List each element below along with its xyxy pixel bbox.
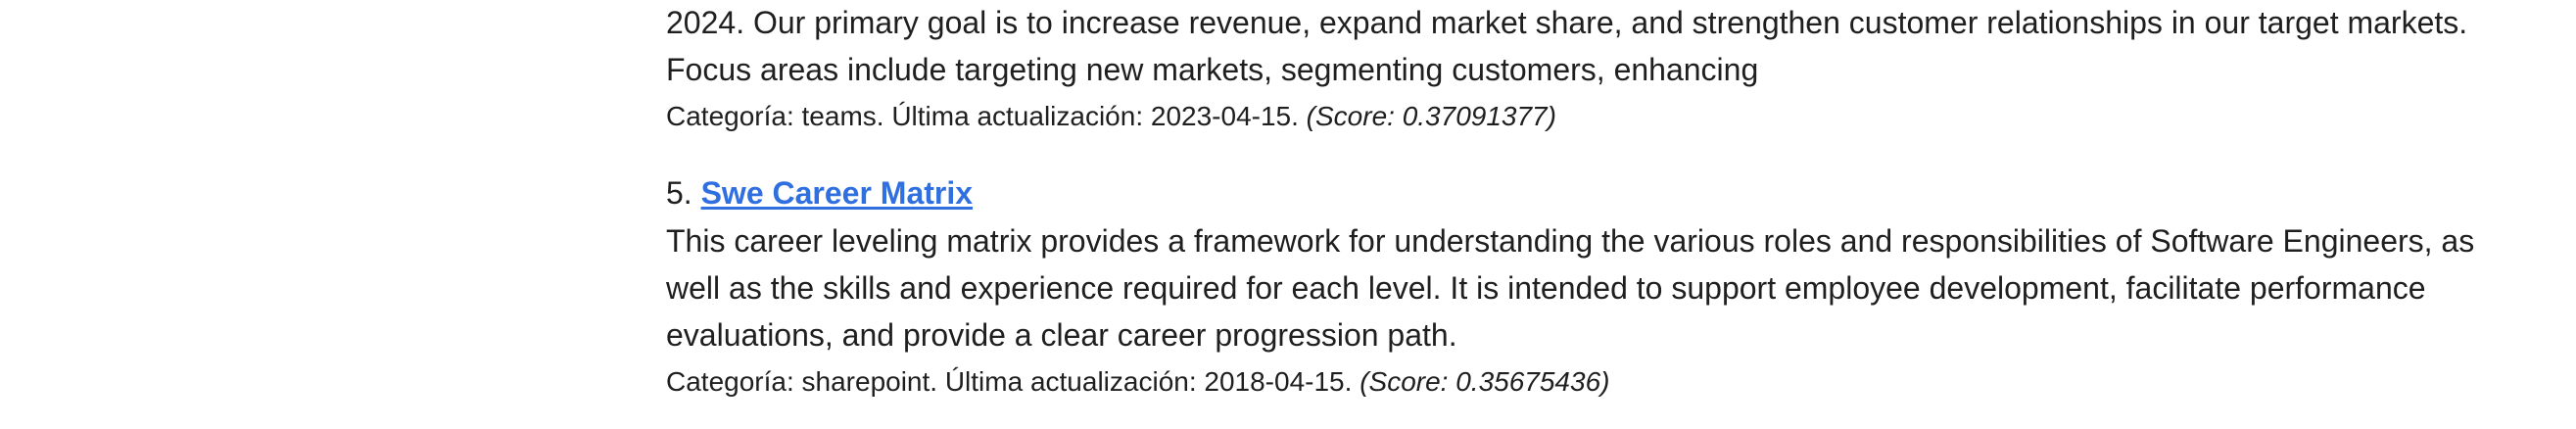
result-heading: 5. Swe Career Matrix <box>666 168 2556 217</box>
search-results: 2024. Our primary goal is to increase re… <box>666 0 2556 405</box>
result-description-line: 2024. Our primary goal is to increase re… <box>666 5 2468 40</box>
result-meta: Categoría: teams. Última actualización: … <box>666 93 2556 140</box>
result-description-line: well as the skills and experience requir… <box>666 270 2426 306</box>
result-title-link[interactable]: Swe Career Matrix <box>700 175 974 211</box>
result-meta-text: Categoría: teams. Última actualización: … <box>666 101 1299 131</box>
search-result-item: 5. Swe Career Matrix This career levelin… <box>666 168 2556 405</box>
result-description-line: This career leveling matrix provides a f… <box>666 223 2475 259</box>
result-score: (Score: 0.35675436) <box>1360 366 1610 397</box>
result-description-line: Focus areas include targeting new market… <box>666 52 1759 87</box>
result-meta: Categoría: sharepoint. Última actualizac… <box>666 358 2556 405</box>
result-meta-text: Categoría: sharepoint. Última actualizac… <box>666 366 1353 397</box>
search-result-item: 2024. Our primary goal is to increase re… <box>666 0 2556 140</box>
result-index: 5. <box>666 175 692 211</box>
result-description-line: evaluations, and provide a clear career … <box>666 317 1457 353</box>
result-score: (Score: 0.37091377) <box>1306 101 1556 131</box>
